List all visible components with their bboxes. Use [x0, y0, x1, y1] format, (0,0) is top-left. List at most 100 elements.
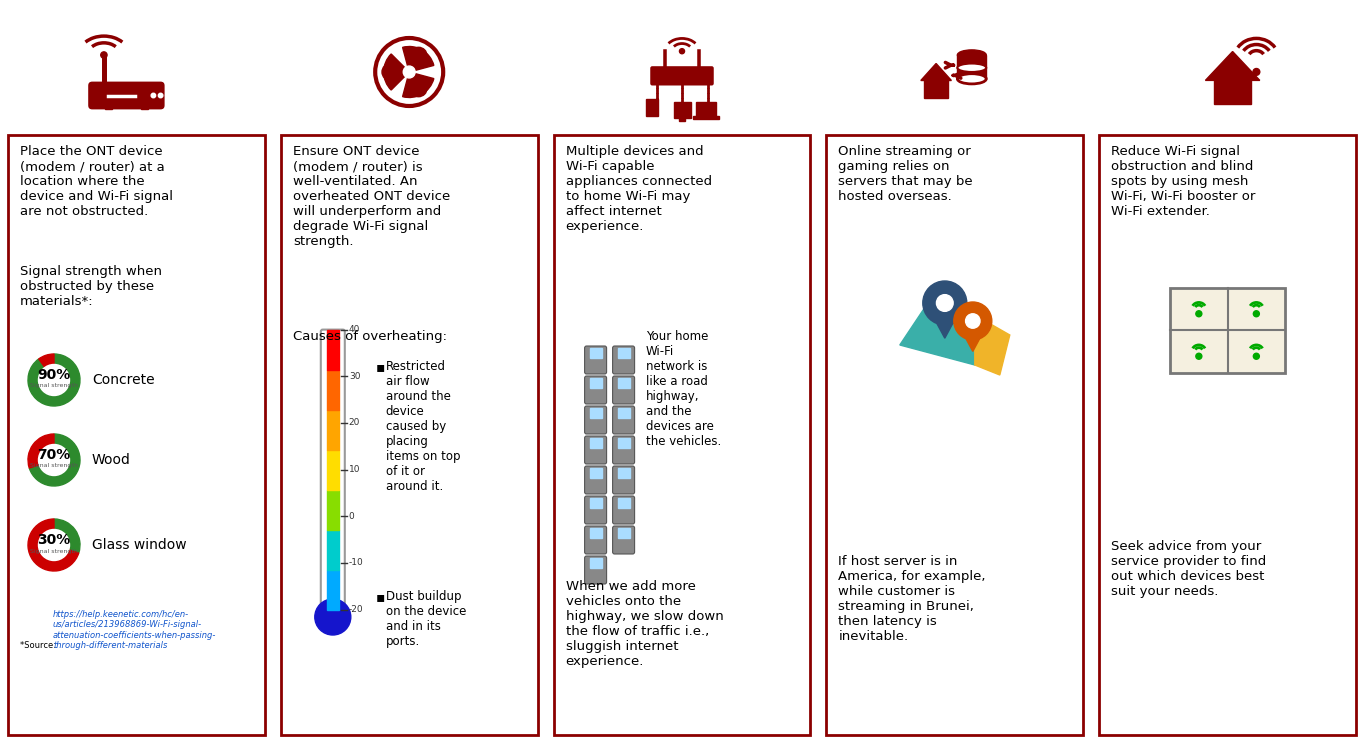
Circle shape — [953, 302, 992, 340]
FancyBboxPatch shape — [612, 436, 634, 464]
Bar — [958, 55, 986, 79]
FancyBboxPatch shape — [1099, 135, 1356, 735]
Bar — [618, 468, 630, 478]
Wedge shape — [38, 354, 55, 368]
Circle shape — [411, 47, 427, 64]
Text: When we add more
vehicles onto the
highway, we slow down
the flow of traffic i.e: When we add more vehicles onto the highw… — [566, 580, 723, 668]
Circle shape — [38, 530, 70, 560]
Wedge shape — [402, 46, 434, 72]
Bar — [618, 438, 630, 448]
Circle shape — [1196, 353, 1202, 359]
Circle shape — [679, 49, 685, 54]
Circle shape — [101, 52, 106, 58]
Bar — [327, 570, 338, 610]
Ellipse shape — [958, 74, 986, 84]
Bar — [589, 408, 602, 418]
Bar — [1214, 79, 1251, 104]
FancyBboxPatch shape — [281, 135, 537, 735]
Circle shape — [38, 445, 70, 476]
Ellipse shape — [958, 50, 986, 60]
Text: Signal strength when
obstructed by these
materials*:: Signal strength when obstructed by these… — [20, 265, 162, 308]
Text: Ensure ONT device
(modem / router) is
well-ventilated. An
overheated ONT device
: Ensure ONT device (modem / router) is we… — [293, 145, 450, 248]
Bar — [618, 348, 630, 358]
FancyBboxPatch shape — [585, 526, 607, 554]
Circle shape — [375, 38, 443, 106]
Text: 20: 20 — [349, 419, 360, 428]
FancyBboxPatch shape — [612, 496, 634, 524]
FancyBboxPatch shape — [585, 466, 607, 494]
FancyBboxPatch shape — [585, 556, 607, 584]
Text: ▪: ▪ — [376, 360, 385, 374]
Bar — [327, 410, 338, 449]
Text: 40: 40 — [349, 325, 360, 334]
Polygon shape — [1206, 52, 1260, 80]
Text: 30: 30 — [349, 372, 360, 381]
FancyBboxPatch shape — [585, 496, 607, 524]
Bar — [674, 102, 690, 118]
Circle shape — [151, 93, 155, 98]
Wedge shape — [29, 354, 80, 406]
Bar — [589, 558, 602, 568]
Text: 0: 0 — [349, 512, 355, 520]
Text: 90%: 90% — [37, 368, 71, 382]
Bar — [618, 498, 630, 508]
Bar — [618, 528, 630, 538]
Circle shape — [38, 364, 70, 395]
Wedge shape — [29, 434, 55, 468]
Circle shape — [937, 295, 953, 311]
Polygon shape — [900, 285, 975, 365]
FancyBboxPatch shape — [612, 466, 634, 494]
Text: Multiple devices and
Wi-Fi capable
appliances connected
to home Wi-Fi may
affect: Multiple devices and Wi-Fi capable appli… — [566, 145, 712, 233]
Text: https://help.keenetic.com/hc/en-
us/articles/213968869-Wi-Fi-signal-
attenuation: https://help.keenetic.com/hc/en- us/arti… — [53, 610, 217, 650]
Text: Signal strength: Signal strength — [30, 464, 78, 469]
FancyBboxPatch shape — [612, 376, 634, 404]
FancyBboxPatch shape — [612, 526, 634, 554]
Circle shape — [411, 80, 427, 97]
Text: Reduce Wi-Fi signal
obstruction and blind
spots by using mesh
Wi-Fi, Wi-Fi boost: Reduce Wi-Fi signal obstruction and blin… — [1112, 145, 1256, 218]
Ellipse shape — [958, 64, 986, 72]
Text: Concrete: Concrete — [91, 373, 154, 387]
Bar — [679, 116, 685, 121]
FancyBboxPatch shape — [827, 135, 1083, 735]
FancyBboxPatch shape — [321, 329, 345, 614]
Bar — [327, 530, 338, 569]
Text: 30%: 30% — [37, 533, 71, 547]
Text: 10: 10 — [349, 465, 360, 474]
Polygon shape — [959, 327, 986, 352]
Bar — [140, 104, 149, 109]
Text: -10: -10 — [349, 559, 364, 568]
Bar — [589, 528, 602, 538]
Bar — [589, 378, 602, 388]
Text: If host server is in
America, for example,
while customer is
streaming in Brunei: If host server is in America, for exampl… — [839, 555, 986, 643]
FancyBboxPatch shape — [585, 406, 607, 434]
Bar — [589, 468, 602, 478]
FancyBboxPatch shape — [585, 376, 607, 404]
Bar — [1170, 287, 1285, 373]
Wedge shape — [55, 519, 80, 553]
Circle shape — [1254, 68, 1260, 75]
Bar — [105, 104, 112, 109]
Text: Online streaming or
gaming relies on
servers that may be
hosted overseas.: Online streaming or gaming relies on ser… — [839, 145, 973, 203]
Wedge shape — [383, 54, 409, 90]
Text: Seek advice from your
service provider to find
out which devices best
suit your : Seek advice from your service provider t… — [1112, 540, 1266, 598]
Text: Restricted
air flow
around the
device
caused by
placing
items on top
of it or
ar: Restricted air flow around the device ca… — [386, 360, 460, 493]
Bar — [589, 438, 602, 448]
Circle shape — [382, 64, 400, 80]
Bar — [327, 370, 338, 410]
Wedge shape — [402, 72, 434, 98]
FancyBboxPatch shape — [89, 82, 165, 110]
Circle shape — [1254, 353, 1259, 359]
Circle shape — [923, 281, 967, 325]
Bar — [589, 498, 602, 508]
Wedge shape — [29, 519, 79, 571]
Bar — [327, 330, 338, 370]
FancyBboxPatch shape — [585, 436, 607, 464]
Circle shape — [315, 599, 351, 635]
Polygon shape — [921, 64, 952, 80]
FancyBboxPatch shape — [612, 406, 634, 434]
Bar — [618, 408, 630, 418]
Bar — [647, 99, 659, 116]
Text: *Source:: *Source: — [20, 641, 59, 650]
Text: Dust buildup
on the device
and in its
ports.: Dust buildup on the device and in its po… — [386, 590, 466, 648]
Bar — [696, 102, 716, 116]
